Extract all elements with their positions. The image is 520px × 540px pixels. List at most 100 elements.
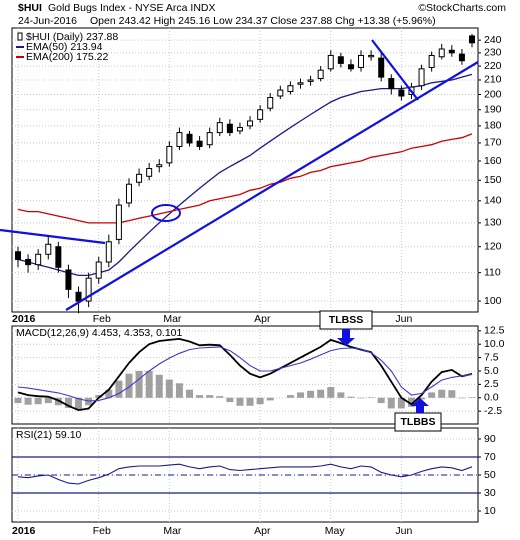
histogram-bar — [418, 397, 426, 400]
candle-body — [368, 54, 375, 58]
histogram-bar — [75, 397, 83, 410]
histogram-bar — [165, 379, 173, 398]
y-tick-label: 10.0 — [484, 338, 505, 350]
y-tick-label: -2.5 — [484, 405, 502, 417]
histogram-bar — [145, 370, 153, 398]
histogram-bar — [347, 396, 355, 398]
legend-label: EMA(50) 213.94 — [26, 41, 103, 53]
y-tick-label: 130 — [484, 217, 502, 229]
histogram-bar — [337, 392, 345, 398]
trend-line — [65, 61, 479, 311]
candle-body — [65, 269, 72, 290]
legend-swatch — [17, 32, 23, 41]
y-tick-label: 230 — [484, 47, 502, 59]
y-tick-label: 110 — [484, 266, 501, 278]
candle-body — [166, 145, 173, 164]
candle-body — [15, 251, 21, 260]
annotation: TLBBS — [401, 416, 436, 428]
y-tick-label: 50 — [484, 469, 496, 481]
marks: 1001101201301401501601701801902002102202… — [12, 28, 505, 537]
y-tick-label: 12.5 — [484, 325, 505, 337]
candle-body — [247, 120, 254, 127]
histogram-bar — [458, 397, 466, 399]
candle-body — [146, 168, 153, 177]
x-tick-label: Feb — [93, 525, 111, 537]
histogram-bar — [377, 397, 385, 404]
candle-body — [428, 54, 435, 68]
histogram-bar — [266, 397, 274, 401]
histogram-bar — [317, 389, 325, 398]
candle-body — [186, 133, 193, 144]
histogram-bar — [95, 395, 103, 398]
histogram-bar — [407, 397, 415, 407]
candle-body — [438, 48, 445, 58]
histogram-bar — [387, 397, 395, 409]
candle-body — [35, 253, 42, 266]
annotations — [0, 39, 479, 432]
summary: Open 243.42 High 245.16 Low 234.37 Close… — [90, 15, 436, 27]
y-tick-label: 200 — [484, 88, 502, 100]
candle-body — [55, 246, 62, 268]
x-tick-label: Mar — [163, 525, 182, 537]
histogram-bar — [246, 397, 254, 406]
candle-body — [226, 123, 233, 134]
candle-body — [257, 109, 264, 120]
candle-body — [95, 261, 102, 279]
candle-body — [398, 89, 405, 97]
candle-body — [317, 69, 324, 80]
candle-body — [458, 53, 465, 62]
histogram-bar — [226, 397, 234, 403]
histogram-bar — [367, 397, 375, 398]
histogram-bar — [256, 397, 264, 405]
price-panel — [11, 27, 479, 313]
macd-line — [17, 337, 473, 412]
histogram-bar — [186, 389, 194, 398]
y-tick-label: 190 — [484, 104, 502, 116]
y-tick-label: 90 — [484, 433, 496, 445]
candle-body — [267, 96, 274, 109]
candle-body — [125, 183, 132, 204]
legend-label: $HUI (Daily) 237.88 — [26, 31, 118, 43]
arrow — [337, 329, 355, 346]
x-tick-label: Apr — [254, 313, 271, 325]
histogram-bar — [397, 397, 405, 409]
candle-body — [115, 204, 122, 240]
histogram-bar — [175, 383, 183, 398]
candle-body — [206, 132, 213, 146]
y-tick-label: 100 — [484, 295, 502, 307]
candle-body — [347, 64, 354, 70]
y-tick-label: 10 — [484, 505, 496, 517]
date: 24-Jun-2016 — [18, 15, 77, 27]
candle-body — [378, 57, 385, 78]
histogram-bar — [125, 373, 133, 398]
ema-line — [17, 73, 473, 277]
candle-body — [216, 122, 223, 134]
histogram-bar — [428, 392, 436, 398]
candle-body — [25, 258, 32, 266]
histogram-bar — [438, 389, 446, 398]
candle-body — [448, 49, 455, 54]
candle-body — [75, 291, 82, 302]
histogram-bar — [54, 397, 62, 406]
y-tick-label: 140 — [484, 195, 502, 207]
candle-body — [85, 277, 92, 302]
x-tick-label: Jun — [395, 313, 412, 325]
trend-line — [0, 228, 106, 245]
histogram-bar — [135, 370, 143, 398]
candle-body — [469, 35, 475, 44]
histogram-bar — [327, 387, 335, 398]
candle-body — [105, 241, 112, 263]
histogram-bar — [206, 395, 214, 398]
trend-line — [371, 39, 419, 101]
panel-title: MACD(12,26,9) 4.453, 4.353, 0.101 — [16, 327, 183, 339]
histogram-bar — [24, 397, 32, 405]
histogram-bar — [14, 397, 22, 404]
x-tick-label: Mar — [163, 313, 182, 325]
crossover-circle — [151, 204, 181, 222]
annotation: TLBSS — [329, 314, 363, 326]
y-tick-label: 170 — [484, 137, 502, 149]
source: ©StockCharts.com — [418, 2, 506, 14]
histogram-bar — [468, 397, 476, 398]
ema-line — [17, 133, 473, 224]
